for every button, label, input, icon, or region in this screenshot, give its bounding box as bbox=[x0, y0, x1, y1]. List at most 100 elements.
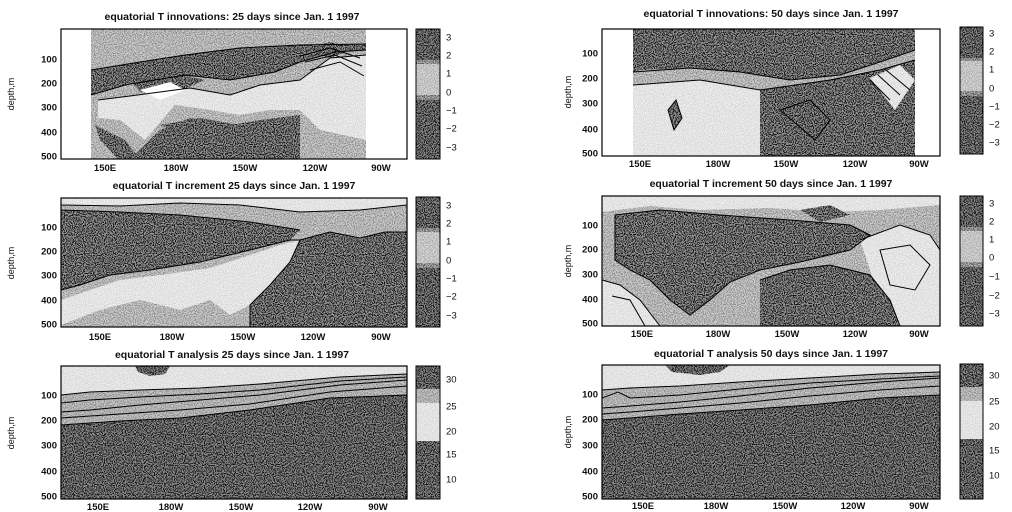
colorbar-tick-label: 2 bbox=[989, 47, 994, 58]
colorbar-tick-label: 30 bbox=[989, 371, 1000, 382]
y-tick-label: 100 bbox=[582, 49, 598, 60]
y-tick-label: 100 bbox=[582, 390, 598, 401]
y-tick-labels: 100 200 300 400 500 bbox=[41, 223, 57, 331]
x-tick-label: 90W bbox=[909, 159, 929, 170]
x-tick-label: 120W bbox=[301, 332, 326, 343]
colorbar-tick-label: −1 bbox=[446, 106, 457, 117]
colorbar-tick-label: 3 bbox=[989, 199, 994, 210]
y-tick-labels: 100 200 300 400 500 bbox=[582, 221, 598, 330]
y-tick-label: 400 bbox=[41, 467, 57, 478]
y-tick-label: 500 bbox=[582, 492, 598, 503]
x-tick-label: 180W bbox=[164, 163, 189, 174]
colorbar-tick-label: −3 bbox=[989, 309, 1000, 320]
chart-title: equatorial T increment 50 days since Jan… bbox=[650, 178, 893, 190]
panel-increment-25: equatorial T increment 25 days since Jan… bbox=[6, 180, 457, 343]
colorbar-tick-label: −2 bbox=[989, 120, 1000, 131]
x-tick-label: 150W bbox=[773, 501, 798, 512]
colorbar-tick-label: 20 bbox=[446, 427, 457, 438]
x-tick-labels: 150E 180W 150W 120W 90W bbox=[87, 502, 388, 512]
colorbar: 3 2 1 0 −1 −2 −3 bbox=[415, 28, 457, 160]
colorbar-tick-label: −2 bbox=[989, 291, 1000, 302]
panel-innovations-50: equatorial T innovations: 50 days since … bbox=[563, 8, 1000, 170]
x-tick-labels: 150E 180W 150W 120W 90W bbox=[94, 163, 391, 174]
x-tick-label: 150W bbox=[774, 159, 799, 170]
y-tick-label: 300 bbox=[582, 99, 598, 110]
y-tick-label: 400 bbox=[582, 125, 598, 136]
colorbar-tick-label: 2 bbox=[989, 217, 994, 228]
plot-frame bbox=[60, 365, 408, 500]
y-tick-labels: 100 200 300 400 500 bbox=[582, 49, 598, 160]
y-tick-label: 200 bbox=[582, 74, 598, 85]
colorbar-tick-label: −3 bbox=[989, 138, 1000, 149]
x-tick-label: 180W bbox=[160, 332, 185, 343]
colorbar: 30 25 20 15 10 bbox=[415, 365, 457, 500]
colorbar-tick-label: 3 bbox=[446, 33, 451, 44]
contour-field bbox=[602, 196, 940, 326]
y-tick-label: 300 bbox=[582, 441, 598, 452]
y-tick-label: 400 bbox=[41, 296, 57, 307]
y-tick-label: 400 bbox=[582, 467, 598, 478]
colorbar: 3 2 1 0 −1 −2 −3 bbox=[415, 196, 457, 328]
x-tick-label: 150E bbox=[632, 501, 654, 512]
x-tick-labels: 150E 180W 150W 120W 90W bbox=[632, 501, 929, 512]
colorbar-tick-label: 30 bbox=[446, 375, 457, 386]
y-tick-label: 400 bbox=[582, 295, 598, 306]
y-tick-label: 500 bbox=[41, 152, 57, 163]
colorbar-tick-label: 3 bbox=[989, 29, 994, 40]
x-tick-label: 90W bbox=[909, 329, 929, 340]
x-tick-label: 150E bbox=[89, 332, 111, 343]
colorbar-tick-label: 1 bbox=[989, 235, 994, 246]
x-tick-label: 180W bbox=[706, 159, 731, 170]
chart-title: equatorial T increment 25 days since Jan… bbox=[113, 180, 356, 192]
y-tick-labels: 100 200 300 400 500 bbox=[41, 55, 57, 163]
colorbar-tick-label: 25 bbox=[989, 397, 1000, 408]
x-tick-label: 120W bbox=[298, 502, 323, 512]
colorbar-tick-label: 20 bbox=[989, 422, 1000, 433]
y-tick-label: 100 bbox=[41, 391, 57, 402]
colorbar-tick-label: 1 bbox=[446, 237, 451, 248]
x-tick-label: 180W bbox=[159, 502, 184, 512]
y-tick-label: 100 bbox=[41, 223, 57, 234]
x-tick-label: 150W bbox=[231, 332, 256, 343]
colorbar-tick-label: −1 bbox=[989, 272, 1000, 283]
y-tick-label: 200 bbox=[582, 415, 598, 426]
y-tick-label: 200 bbox=[41, 247, 57, 258]
y-tick-label: 500 bbox=[41, 492, 57, 503]
y-axis-label: depth,m bbox=[563, 416, 573, 449]
y-tick-label: 500 bbox=[582, 319, 598, 330]
chart-title: equatorial T innovations: 50 days since … bbox=[643, 8, 898, 20]
x-tick-label: 150E bbox=[631, 329, 653, 340]
colorbar-tick-label: 0 bbox=[446, 256, 451, 267]
x-tick-label: 120W bbox=[841, 501, 866, 512]
x-tick-label: 90W bbox=[909, 501, 929, 512]
x-tick-label: 150W bbox=[229, 502, 254, 512]
contour-field bbox=[61, 198, 407, 327]
panel-analysis-50: equatorial T analysis 50 days since Jan.… bbox=[563, 348, 1000, 512]
colorbar-tick-label: 0 bbox=[989, 84, 994, 95]
y-tick-label: 100 bbox=[41, 55, 57, 66]
colorbar-tick-label: 3 bbox=[446, 201, 451, 212]
colorbar-tick-label: −1 bbox=[446, 274, 457, 285]
x-tick-labels: 150E 180W 150W 120W 90W bbox=[629, 159, 929, 170]
colorbar-tick-label: 1 bbox=[446, 69, 451, 80]
y-tick-label: 200 bbox=[582, 245, 598, 256]
colorbar-tick-label: 25 bbox=[446, 402, 457, 413]
x-tick-label: 180W bbox=[704, 501, 729, 512]
y-tick-labels: 100 200 300 400 500 bbox=[41, 391, 57, 503]
y-tick-label: 500 bbox=[41, 320, 57, 331]
plot-frame bbox=[601, 28, 941, 157]
plot-frame bbox=[60, 28, 408, 160]
x-tick-labels: 150E 180W 150W 120W 90W bbox=[631, 329, 929, 340]
colorbar-tick-label: −2 bbox=[446, 292, 457, 303]
colorbar: 3 2 1 0 −1 −2 −3 bbox=[959, 26, 1000, 155]
y-tick-label: 200 bbox=[41, 416, 57, 427]
colorbar: 3 2 1 0 −1 −2 −3 bbox=[959, 195, 1000, 327]
colorbar-tick-label: −2 bbox=[446, 124, 457, 135]
x-tick-label: 90W bbox=[371, 163, 391, 174]
y-tick-label: 100 bbox=[582, 221, 598, 232]
y-axis-label: depth,m bbox=[6, 78, 16, 111]
colorbar-tick-label: −1 bbox=[989, 102, 1000, 113]
colorbar-tick-label: −3 bbox=[446, 143, 457, 154]
plot-frame bbox=[601, 364, 941, 500]
colorbar-tick-label: 2 bbox=[446, 51, 451, 62]
